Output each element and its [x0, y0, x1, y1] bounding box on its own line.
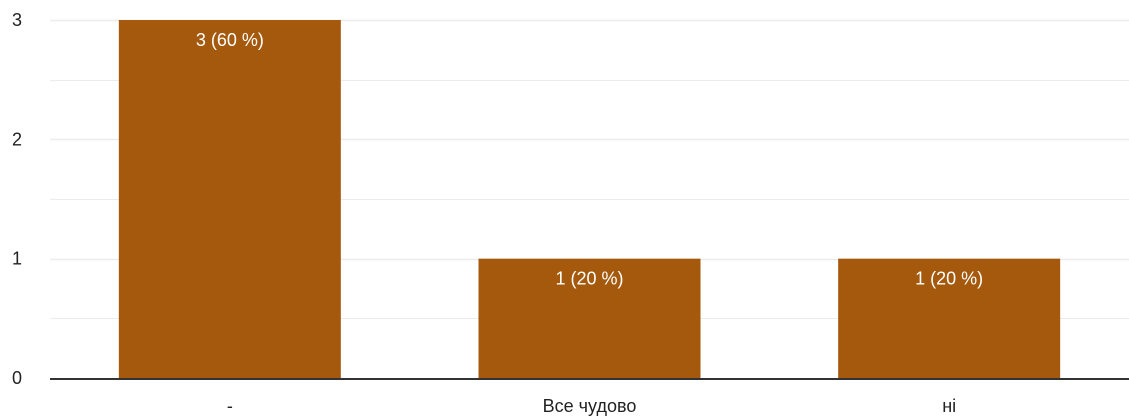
bars	[118, 20, 1061, 378]
y-tick-label: 3	[12, 10, 22, 30]
x-category-label: Все чудово	[543, 396, 637, 416]
y-tick-label: 0	[12, 368, 22, 388]
bar-data-label: 1 (20 %)	[555, 269, 623, 289]
bar-data-label: 1 (20 %)	[915, 269, 983, 289]
bar	[838, 258, 1061, 378]
bar	[118, 20, 341, 378]
x-category-label: ні	[942, 396, 956, 416]
labels: 0 1 2 3 3 (60 %) - 1 (20 %) Все чудово 1 (20 %) н…	[12, 10, 983, 416]
bar-data-label: 3 (60 %)	[196, 30, 264, 50]
bar	[478, 258, 701, 378]
y-tick-label: 2	[12, 129, 22, 149]
y-tick-label: 1	[12, 249, 22, 269]
x-category-label: -	[227, 396, 233, 416]
